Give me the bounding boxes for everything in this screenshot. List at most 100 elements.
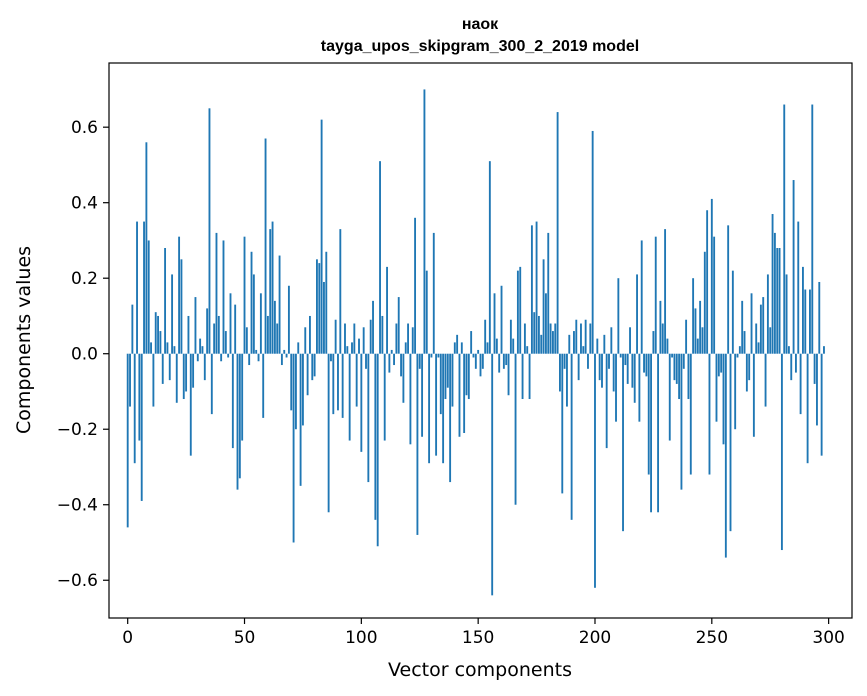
bar-component-244 xyxy=(696,338,699,354)
bar-component-169 xyxy=(521,353,524,400)
bar-component-170 xyxy=(523,323,526,354)
bar-component-130 xyxy=(430,353,433,358)
bar-component-181 xyxy=(549,323,552,354)
bar-component-283 xyxy=(787,346,790,354)
bar-component-129 xyxy=(428,353,431,464)
bar-component-104 xyxy=(369,319,372,354)
bar-component-78 xyxy=(309,315,311,354)
bar-component-132 xyxy=(435,353,438,456)
x-tick-label: 0 xyxy=(122,628,133,648)
bar-component-152 xyxy=(481,353,484,369)
bar-component-67 xyxy=(283,349,286,354)
bar-component-109 xyxy=(381,315,384,354)
bar-component-295 xyxy=(816,353,818,426)
bar-component-101 xyxy=(362,327,365,354)
bar-component-118 xyxy=(402,353,405,403)
bar-component-262 xyxy=(738,346,741,354)
bar-component-150 xyxy=(477,349,480,354)
bar-component-171 xyxy=(526,346,529,354)
bar-component-107 xyxy=(376,353,379,547)
bar-component-161 xyxy=(502,353,505,369)
bar-component-149 xyxy=(474,353,477,369)
bar-component-128 xyxy=(425,270,428,354)
bar-component-34 xyxy=(206,308,209,354)
y-tick-label: 0.2 xyxy=(71,269,98,289)
bar-component-21 xyxy=(175,353,178,403)
bar-component-86 xyxy=(327,353,330,513)
bar-component-264 xyxy=(743,331,746,354)
bar-component-111 xyxy=(386,266,388,354)
bar-component-141 xyxy=(456,334,459,354)
bar-component-177 xyxy=(540,334,543,354)
bar-component-153 xyxy=(484,319,487,354)
bar-component-75 xyxy=(301,353,304,426)
bar-component-280 xyxy=(780,353,783,551)
bar-component-256 xyxy=(724,353,727,558)
bar-component-229 xyxy=(661,323,664,354)
bar-component-98 xyxy=(355,353,358,407)
bar-component-252 xyxy=(715,353,718,422)
bar-component-58 xyxy=(262,353,265,418)
bar-component-33 xyxy=(203,353,206,381)
bar-component-221 xyxy=(643,353,645,373)
y-axis-ticks: −0.6 −0.4 −0.2 0.0 0.2 0.4 0.6 xyxy=(57,118,109,591)
bar-component-247 xyxy=(703,251,706,354)
bar-component-189 xyxy=(568,334,571,354)
bar-component-50 xyxy=(243,236,246,354)
bar-component-240 xyxy=(687,353,690,400)
bar-component-112 xyxy=(388,353,391,373)
bar-component-168 xyxy=(519,266,522,354)
bar-component-134 xyxy=(439,353,442,415)
bar-component-15 xyxy=(161,353,164,384)
bar-component-263 xyxy=(741,300,744,354)
bar-component-85 xyxy=(325,251,328,354)
bar-component-222 xyxy=(645,353,648,377)
bar-component-51 xyxy=(245,327,248,354)
bar-component-8 xyxy=(145,142,148,354)
bar-component-36 xyxy=(210,353,213,415)
bar-component-186 xyxy=(561,353,564,494)
bar-component-237 xyxy=(680,353,683,490)
bar-component-133 xyxy=(437,353,440,358)
bar-component-176 xyxy=(537,315,540,354)
bar-component-29 xyxy=(194,297,197,354)
x-tick-label: 300 xyxy=(812,628,844,648)
bar-component-248 xyxy=(706,210,709,354)
bar-component-196 xyxy=(584,319,587,354)
bar-component-164 xyxy=(509,319,512,354)
bar-component-199 xyxy=(591,130,594,354)
bar-component-103 xyxy=(367,353,370,483)
bar-component-258 xyxy=(729,353,732,532)
bar-component-106 xyxy=(374,353,377,520)
bar-component-131 xyxy=(432,232,435,354)
bar-component-276 xyxy=(771,214,774,354)
bar-component-235 xyxy=(675,353,678,384)
bar-component-115 xyxy=(395,323,398,354)
bar-component-38 xyxy=(215,232,218,354)
y-tick-label: 0.6 xyxy=(71,118,98,138)
bar-component-2 xyxy=(131,304,134,354)
bar-component-96 xyxy=(351,342,353,354)
bar-component-147 xyxy=(470,331,473,354)
bar-component-274 xyxy=(766,274,769,354)
bar-component-1 xyxy=(129,353,131,407)
bar-component-9 xyxy=(147,240,150,354)
bar-component-12 xyxy=(154,312,157,354)
bar-component-211 xyxy=(619,353,622,358)
bar-component-291 xyxy=(806,353,809,464)
bar-component-53 xyxy=(250,251,253,354)
bar-component-125 xyxy=(418,353,421,369)
bar-component-202 xyxy=(598,353,601,381)
bar-component-73 xyxy=(297,342,300,354)
bar-component-45 xyxy=(231,353,234,449)
x-tick-label: 100 xyxy=(345,628,377,648)
bar-component-238 xyxy=(682,353,685,369)
bars-group xyxy=(126,89,825,596)
bar-component-279 xyxy=(778,248,781,354)
bar-component-49 xyxy=(241,353,244,441)
bar-component-57 xyxy=(259,293,262,354)
bar-component-116 xyxy=(397,297,400,354)
chart-title: наок xyxy=(462,16,499,33)
bar-component-17 xyxy=(166,342,169,354)
